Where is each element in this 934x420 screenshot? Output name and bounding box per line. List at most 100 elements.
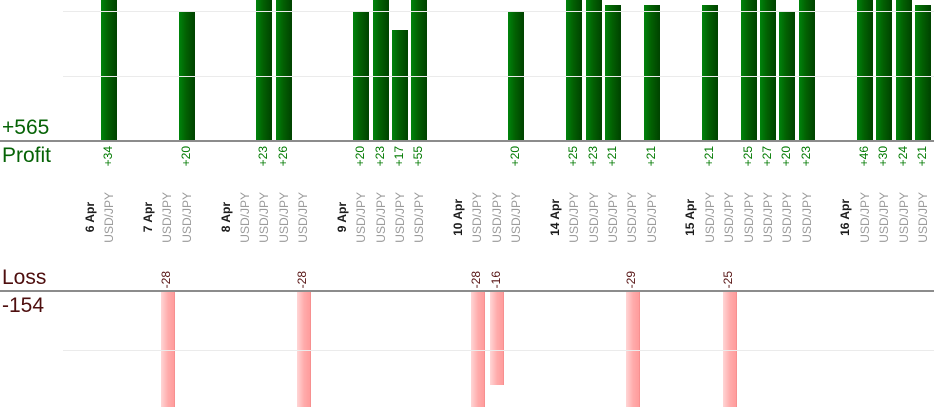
profit-bar[interactable] [759, 0, 776, 140]
profit-value-label-text: +20 [779, 146, 794, 167]
profit-bar[interactable] [566, 0, 583, 140]
trade-date-label: 14 Apr [545, 184, 565, 250]
loss-value-label-text: -28 [159, 270, 174, 288]
profit-bar[interactable] [779, 11, 796, 140]
profit-bar[interactable] [914, 5, 931, 140]
trade-symbol-label-text: USD/JPY [644, 191, 659, 243]
loss-value-label-text: -28 [469, 270, 484, 288]
trade-symbol-label: USD/JPY [584, 184, 604, 250]
trade-date-label: 9 Apr [332, 184, 352, 250]
trade-symbol-label-text: USD/JPY [586, 191, 601, 243]
profit-value-label-text: +24 [895, 146, 910, 167]
loss-bar[interactable] [160, 292, 175, 407]
profit-value-label-text: +23 [256, 146, 271, 167]
profit-plot-area [0, 0, 934, 140]
trade-symbol-label-text: USD/JPY [296, 191, 311, 243]
loss-axis-label: Loss [2, 266, 47, 289]
profit-value-label-text: +55 [411, 146, 426, 167]
trade-symbol-label-text: USD/JPY [412, 191, 427, 243]
profit-bar[interactable] [585, 0, 602, 140]
loss-value-label: -28 [467, 243, 485, 288]
loss-bar[interactable] [722, 292, 737, 407]
trade-symbol-label: USD/JPY [371, 184, 391, 250]
profit-baseline [0, 140, 934, 142]
profit-bar[interactable] [895, 0, 912, 140]
loss-value-label-text: -25 [721, 270, 736, 288]
trade-symbol-label-text: USD/JPY [741, 191, 756, 243]
profit-bar[interactable] [391, 30, 408, 140]
profit-value-label-text: +23 [372, 146, 387, 167]
profit-value-label-text: +46 [856, 146, 871, 167]
trade-symbol-label-text: USD/JPY [179, 191, 194, 243]
loss-value-label: -28 [157, 243, 175, 288]
profit-bar[interactable] [275, 0, 292, 140]
loss-value-label: -29 [622, 243, 640, 288]
trade-symbol-label-text: USD/JPY [354, 191, 369, 243]
profit-bar[interactable] [508, 11, 525, 140]
trade-date-label: 15 Apr [680, 184, 700, 250]
loss-bar[interactable] [490, 292, 505, 385]
trade-symbol-label-text: USD/JPY [877, 191, 892, 243]
profit-bar[interactable] [256, 0, 273, 140]
profit-bar[interactable] [353, 11, 370, 140]
trade-date-label: 10 Apr [448, 184, 468, 250]
trade-symbol-label: USD/JPY [487, 184, 507, 250]
trade-symbol-label: USD/JPY [758, 184, 778, 250]
profit-value-label-text: +25 [566, 146, 581, 167]
trade-symbol-label: USD/JPY [622, 184, 642, 250]
trade-symbol-label: USD/JPY [603, 184, 623, 250]
trade-symbol-label: USD/JPY [274, 184, 294, 250]
trade-symbol-label-text: USD/JPY [760, 191, 775, 243]
trade-symbol-label-text: USD/JPY [780, 191, 795, 243]
profit-bar[interactable] [701, 5, 718, 140]
loss-bar[interactable] [625, 292, 640, 407]
profit-bar[interactable] [411, 0, 428, 140]
trade-symbol-label-text: USD/JPY [722, 191, 737, 243]
profit-value-label-text: +23 [585, 146, 600, 167]
trade-symbol-label-text: USD/JPY [625, 191, 640, 243]
trade-symbol-label: USD/JPY [506, 184, 526, 250]
loss-value-label: -25 [719, 243, 737, 288]
profit-bar[interactable] [372, 0, 389, 140]
profit-value-label-text: +21 [914, 146, 929, 167]
loss-bar[interactable] [470, 292, 485, 407]
profit-value-label-text: +17 [391, 146, 406, 167]
trade-symbol-label: USD/JPY [177, 184, 197, 250]
profit-gridline [63, 76, 934, 77]
trade-symbol-label-text: USD/JPY [392, 191, 407, 243]
profit-bar[interactable] [798, 0, 815, 140]
profit-bar[interactable] [604, 5, 621, 140]
loss-total: -154 [2, 294, 45, 317]
profit-value-label-text: +27 [759, 146, 774, 167]
trade-date-label-text: 15 Apr [683, 198, 698, 236]
trade-symbol-label-text: USD/JPY [237, 191, 252, 243]
trade-symbol-label: USD/JPY [235, 184, 255, 250]
trade-symbol-label: USD/JPY [874, 184, 894, 250]
profit-value-label-text: +21 [643, 146, 658, 167]
profit-value-label-text: +20 [353, 146, 368, 167]
trade-symbol-label-text: USD/JPY [160, 191, 175, 243]
trade-symbol-label: USD/JPY [99, 184, 119, 250]
profit-bar[interactable] [178, 11, 195, 140]
profit-value-label-text: +20 [508, 146, 523, 167]
profit-bar[interactable] [643, 5, 660, 140]
loss-value-label-text: -29 [624, 270, 639, 288]
trade-symbol-label-text: USD/JPY [102, 191, 117, 243]
trade-symbol-label-text: USD/JPY [257, 191, 272, 243]
profit-bar[interactable] [740, 0, 757, 140]
profit-bar[interactable] [856, 0, 873, 140]
profit-value-label-text: +21 [701, 146, 716, 167]
profit-gridline [63, 11, 934, 12]
loss-plot-area [0, 292, 934, 407]
profit-bar[interactable] [876, 0, 893, 140]
trade-symbol-label: USD/JPY [797, 184, 817, 250]
profit-total: +565 [2, 116, 50, 139]
trade-symbol-label: USD/JPY [390, 184, 410, 250]
trade-symbol-label-text: USD/JPY [915, 191, 930, 243]
trade-symbol-label: USD/JPY [700, 184, 720, 250]
profit-bar[interactable] [101, 0, 118, 140]
trade-symbol-label-text: USD/JPY [489, 191, 504, 243]
loss-value-label: -28 [293, 243, 311, 288]
loss-bar[interactable] [296, 292, 311, 407]
